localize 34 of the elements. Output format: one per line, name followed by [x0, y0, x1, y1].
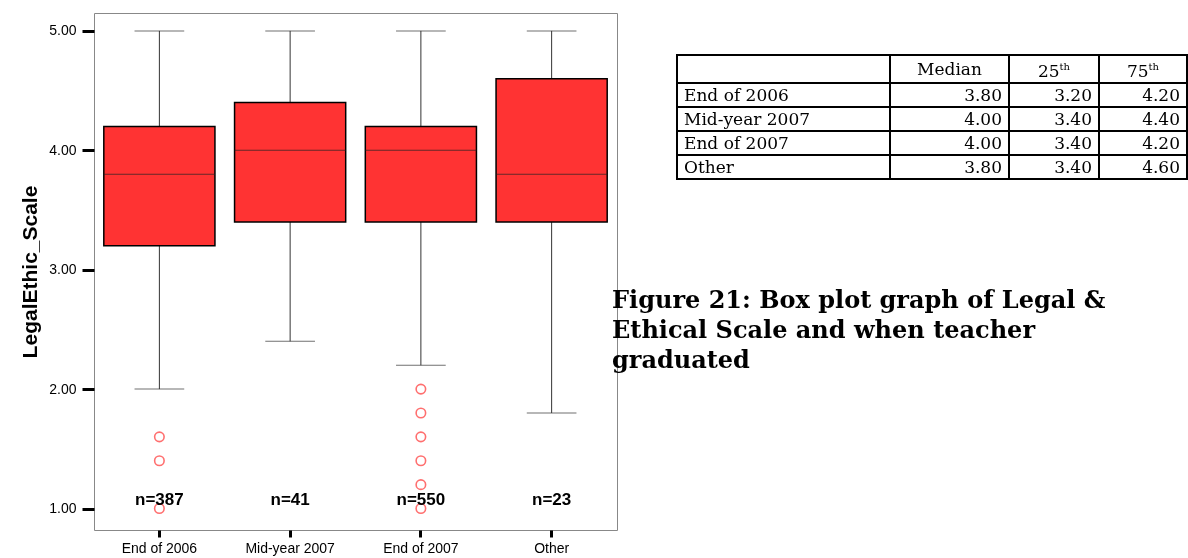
annotation: n=23: [532, 490, 572, 509]
text: 4.40: [1142, 108, 1180, 129]
y-tick-label: 4.00: [49, 141, 77, 158]
category-label: End of 2007: [684, 132, 789, 153]
category-label: Other: [684, 156, 734, 177]
x-tick-label: End of 2007: [383, 539, 459, 556]
annotation: n=387: [135, 490, 184, 509]
text: 4.20: [1142, 132, 1180, 153]
annotation: n=41: [270, 490, 310, 509]
text: 3.80: [964, 84, 1002, 105]
x-tick-label: Other: [534, 539, 570, 556]
y-tick-label: 1.00: [49, 500, 77, 517]
text: 3.40: [1054, 108, 1092, 129]
text: 4.00: [964, 108, 1002, 129]
y-tick-label: 2.00: [49, 380, 77, 397]
category-label: Median: [890, 55, 1009, 83]
y-tick-label: 3.00: [49, 261, 77, 278]
annotation: n=550: [396, 490, 446, 509]
text: 4.20: [1142, 84, 1180, 105]
category-label: 25$^{th}$: [1009, 55, 1099, 83]
y-axis-title: LegalEthic_Scale: [18, 185, 42, 359]
category-label: Mid-year 2007: [684, 108, 811, 129]
y-tick-label: 5.00: [49, 22, 77, 39]
x-tick-label: End of 2006: [121, 539, 198, 556]
category-label: End of 2006: [684, 84, 789, 105]
x-tick-label: Mid-year 2007: [245, 539, 336, 556]
text: 3.40: [1054, 156, 1092, 177]
category-label: 75$^{th}$: [1099, 55, 1187, 83]
text: 3.40: [1054, 132, 1092, 153]
text: 4.60: [1142, 156, 1180, 177]
text: 3.80: [964, 156, 1002, 177]
text: 3.20: [1054, 84, 1092, 105]
text: 4.00: [964, 132, 1002, 153]
annotation: Figure 21: Box plot graph of Legal & Ethical Scale and when teacher graduated: [612, 285, 1107, 375]
